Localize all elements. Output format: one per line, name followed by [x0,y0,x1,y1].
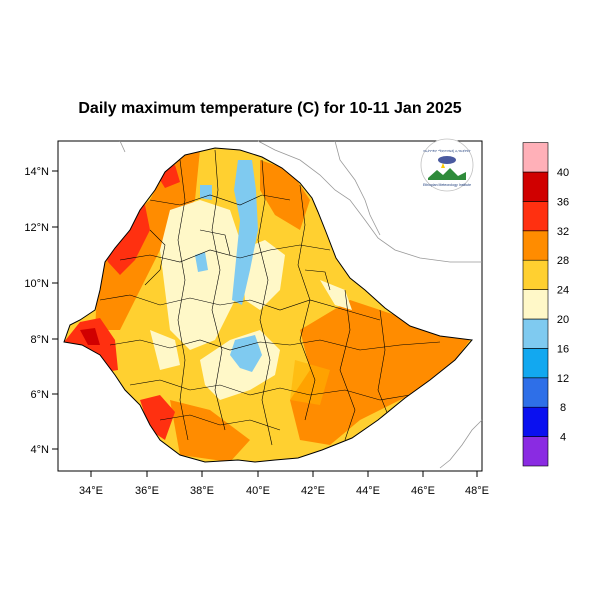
colorbar-label: 20 [557,314,569,326]
lon-tick-label: 34°E [79,485,103,497]
lon-tick-label: 46°E [411,485,435,497]
colorbar-swatch [522,142,549,173]
colorbar-swatch [522,259,549,290]
latitude-axis: 4°N 6°N 8°N 10°N 12°N 14°N [24,166,58,456]
colorbar: 4 8 12 16 20 24 28 32 36 40 [522,142,569,467]
colorbar-swatch [522,171,549,202]
colorbar-label: 32 [557,226,569,238]
colorbar-label: 4 [560,432,566,444]
colorbar-swatch [522,436,549,467]
cloud-icon [438,156,456,164]
colorbar-label: 40 [557,167,569,179]
colorbar-swatch [522,377,549,408]
lon-tick-label: 48°E [465,485,489,497]
colorbar-swatch [522,201,549,232]
colorbar-swatch [522,230,549,261]
admin-boundaries [99,149,441,446]
lat-tick-label: 10°N [24,278,49,290]
colorbar-label: 28 [557,255,569,267]
colorbar-label: 24 [557,285,569,297]
colorbar-label: 8 [560,402,566,414]
lon-tick-label: 44°E [356,485,380,497]
colorbar-label: 36 [557,196,569,208]
logo-text-english: Ethiopian Meteorology Institute [423,183,471,187]
lon-tick-label: 38°E [190,485,214,497]
lat-tick-label: 14°N [24,166,49,178]
lat-tick-label: 8°N [31,334,50,346]
lat-tick-label: 6°N [31,389,50,401]
colorbar-swatch [522,406,549,437]
lat-tick-label: 4°N [31,444,50,456]
chart-title: Daily maximum temperature (C) for 10-11 … [78,100,461,117]
colorbar-label: 16 [557,343,569,355]
longitude-axis: 34°E 36°E 38°E 40°E 42°E 44°E 46°E 48°E [79,471,489,497]
colorbar-swatch [522,289,549,320]
logo-text-amharic: የኢትዮጵያ ሚቲዎሮሎጂ ኢንስቲትዩት [423,149,471,153]
colorbar-swatch [522,348,549,379]
lightning-icon [441,163,445,168]
lon-tick-label: 40°E [246,485,270,497]
emi-logo: የኢትዮጵያ ሚቲዎሮሎጂ ኢንስቲትዩት Ethiopian Meteorol… [420,138,474,192]
colorbar-label: 12 [557,373,569,385]
mountain-icon [428,168,466,180]
colorbar-swatch [522,318,549,349]
neighbor-boundaries [119,140,483,469]
lon-tick-label: 42°E [301,485,325,497]
lon-tick-label: 36°E [135,485,159,497]
lat-tick-label: 12°N [24,222,49,234]
